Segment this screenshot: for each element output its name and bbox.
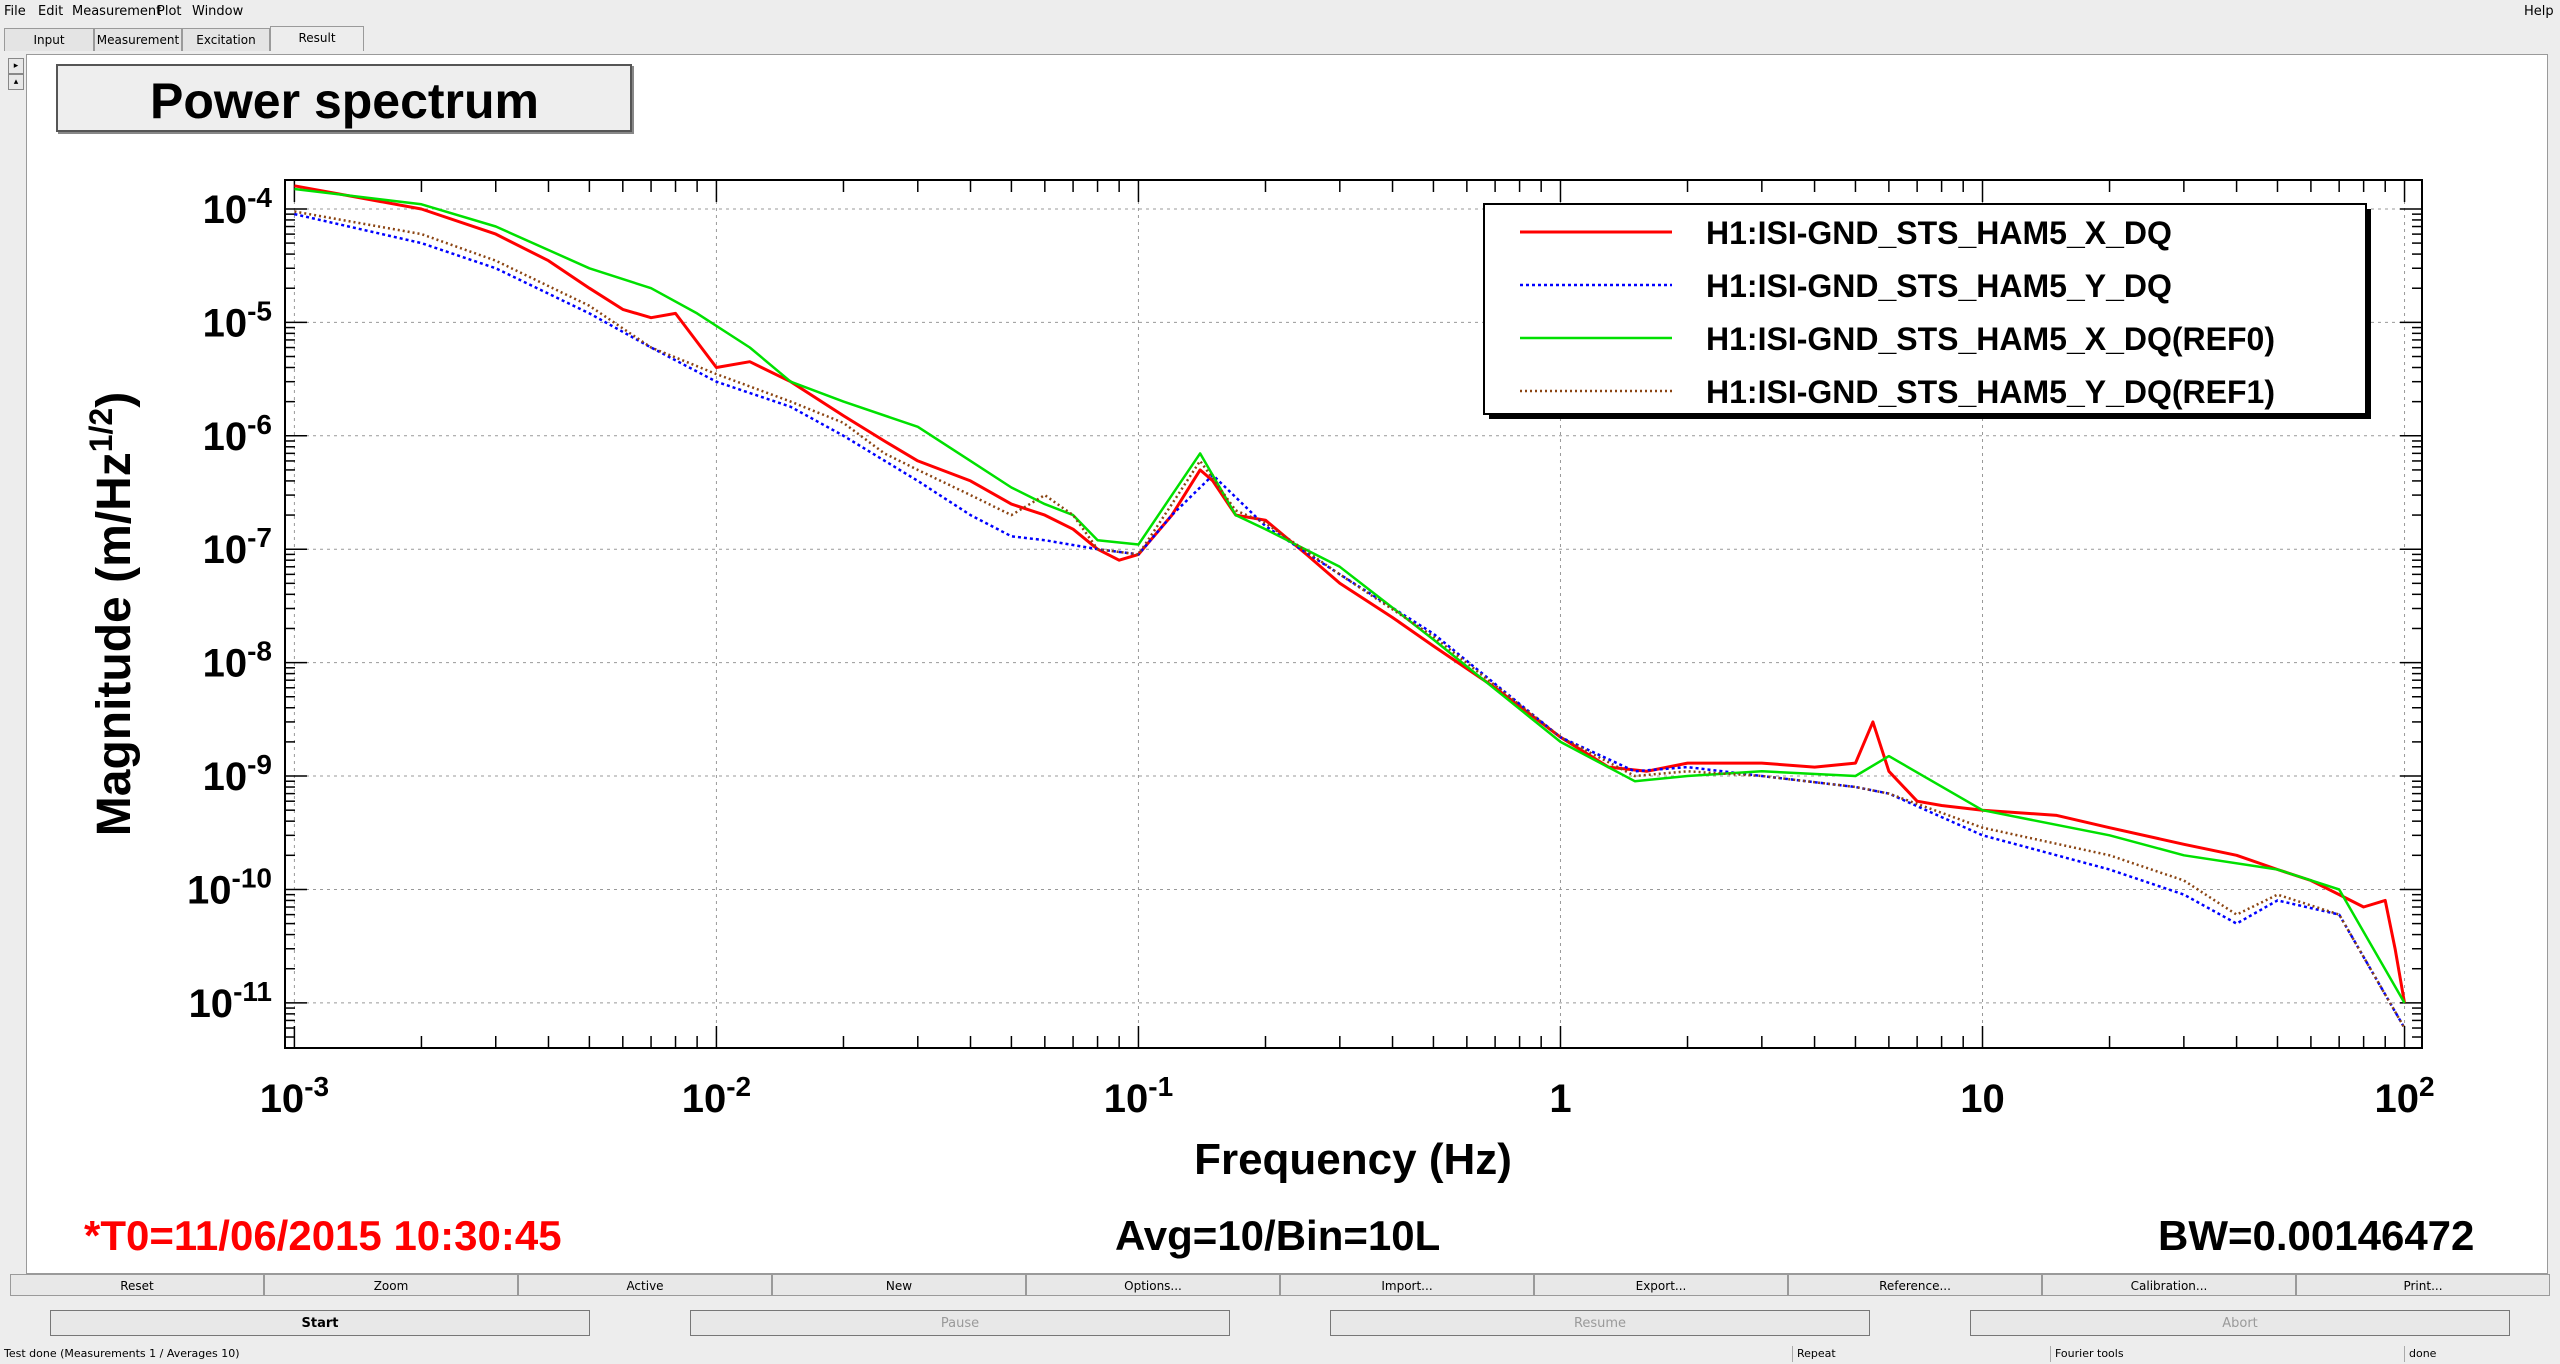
y-tick-label: 10-6 — [203, 409, 272, 459]
y-tick-label: 10-5 — [203, 295, 272, 345]
x-tick-label: 10 — [1960, 1077, 2005, 1121]
status-bar: Test done (Measurements 1 / Averages 10)… — [0, 1344, 2560, 1364]
averages-info: Avg=10/Bin=10L — [1115, 1212, 1441, 1259]
x-tick-label: 10-3 — [260, 1071, 329, 1121]
legend-label-2: H1:ISI-GND_STS_HAM5_X_DQ(REF0) — [1706, 321, 2275, 357]
y-tick-label: 10-10 — [187, 862, 272, 912]
series-line-2 — [294, 187, 2406, 1004]
legend-label-3: H1:ISI-GND_STS_HAM5_Y_DQ(REF1) — [1706, 374, 2275, 410]
options-button[interactable]: Options... — [1026, 1274, 1280, 1296]
x-tick-label: 10-1 — [1104, 1071, 1173, 1121]
x-axis-label: Frequency (Hz) — [1194, 1135, 1512, 1184]
abort-button[interactable]: Abort — [1970, 1310, 2510, 1336]
menu-plot[interactable]: Plot — [157, 4, 182, 19]
series-line-1 — [294, 212, 2406, 1029]
tab-excitation[interactable]: Excitation — [182, 28, 270, 51]
status-state: done — [2404, 1346, 2560, 1362]
reset-button[interactable]: Reset — [10, 1274, 264, 1296]
legend-label-1: H1:ISI-GND_STS_HAM5_Y_DQ — [1706, 268, 2172, 304]
expand-arrow-icon[interactable]: ▸ — [8, 58, 24, 74]
tab-result[interactable]: Result — [270, 26, 364, 51]
menu-help[interactable]: Help — [2524, 4, 2554, 19]
run-controls: Start Pause Resume Abort — [0, 1310, 2560, 1340]
y-tick-label: 10-7 — [203, 522, 272, 572]
y-tick-label: 10-9 — [203, 749, 272, 799]
menu-measurement[interactable]: Measurement — [72, 4, 162, 19]
x-tick-label: 1 — [1549, 1077, 1571, 1121]
menu-bar: File Edit Measurement Plot Window Help — [0, 0, 2560, 24]
export-button[interactable]: Export... — [1534, 1274, 1788, 1296]
y-tick-label: 10-8 — [203, 636, 272, 686]
zoom-button[interactable]: Zoom — [264, 1274, 518, 1296]
menu-edit[interactable]: Edit — [38, 4, 64, 19]
plot-title-box: Power spectrum — [56, 64, 632, 132]
t0-timestamp: *T0=11/06/2015 10:30:45 — [84, 1212, 562, 1259]
tab-input[interactable]: Input — [4, 28, 94, 51]
calibration-button[interactable]: Calibration... — [2042, 1274, 2296, 1296]
y-axis-label: Magnitude (m/Hz1/2) — [83, 392, 141, 836]
reference-button[interactable]: Reference... — [1788, 1274, 2042, 1296]
bandwidth-info: BW=0.00146472 — [2158, 1212, 2475, 1259]
tab-bar: Input Measurement Excitation Result — [0, 26, 2560, 52]
menu-file[interactable]: File — [4, 4, 26, 19]
print-button[interactable]: Print... — [2296, 1274, 2550, 1296]
status-tool: Fourier tools — [2050, 1346, 2402, 1362]
plot-title: Power spectrum — [150, 73, 540, 129]
y-tick-label: 10-11 — [189, 976, 272, 1026]
resume-button[interactable]: Resume — [1330, 1310, 1870, 1336]
status-repeat: Repeat — [1792, 1346, 2048, 1362]
x-tick-label: 102 — [2374, 1071, 2434, 1121]
menu-window[interactable]: Window — [192, 4, 244, 19]
plot-frame — [284, 179, 2423, 1049]
start-button[interactable]: Start — [50, 1310, 590, 1336]
status-message: Test done (Measurements 1 / Averages 10) — [4, 1347, 240, 1360]
series-line-0 — [294, 184, 2406, 1004]
y-tick-label: 10-4 — [203, 182, 273, 232]
legend-label-0: H1:ISI-GND_STS_HAM5_X_DQ — [1706, 215, 2172, 251]
collapse-arrow-icon[interactable]: ▴ — [8, 74, 24, 90]
plot-toolbar: Reset Zoom Active New Options... Import.… — [10, 1274, 2550, 1298]
x-tick-label: 10-2 — [682, 1071, 751, 1121]
new-button[interactable]: New — [772, 1274, 1026, 1296]
import-button[interactable]: Import... — [1280, 1274, 1534, 1296]
tab-measurement[interactable]: Measurement — [94, 28, 182, 51]
active-button[interactable]: Active — [518, 1274, 772, 1296]
pause-button[interactable]: Pause — [690, 1310, 1230, 1336]
legend — [1483, 203, 2367, 415]
